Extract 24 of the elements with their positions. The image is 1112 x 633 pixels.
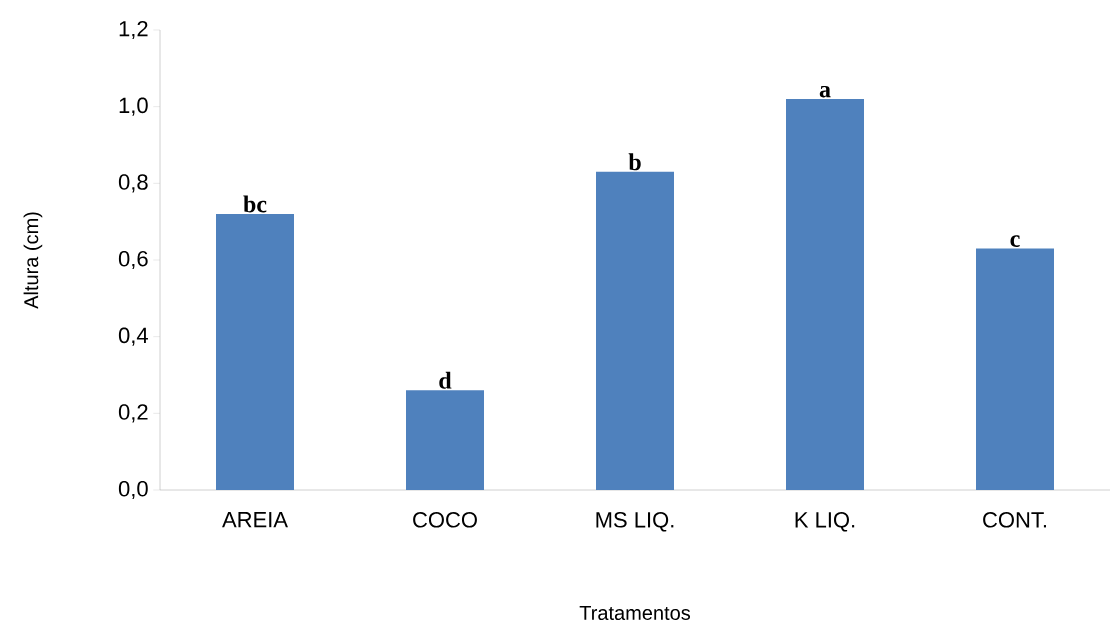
bar <box>976 248 1054 490</box>
x-tick-label: MS LIQ. <box>596 512 674 532</box>
y-tick-label: 0,0 <box>118 480 148 500</box>
y-axis-title: Altura (cm) <box>23 212 43 309</box>
y-tick-label: 0,4 <box>118 327 148 346</box>
bar <box>596 171 674 490</box>
x-axis-title: Tratamentos <box>579 606 691 620</box>
y-tick-label: 0,6 <box>118 250 148 270</box>
annotation: b <box>628 153 641 171</box>
bar <box>216 214 294 490</box>
annotation: bc <box>243 195 267 213</box>
y-tick-label: 1,0 <box>119 97 148 116</box>
x-tick-label: AREIA <box>222 512 288 528</box>
bar <box>406 390 484 490</box>
annotation: d <box>439 371 452 389</box>
x-tick-label: K LIQ. <box>795 512 855 532</box>
x-tick-label: COCO <box>413 512 477 528</box>
annotation: a <box>819 85 831 98</box>
bar <box>786 99 864 490</box>
annotation: c <box>1010 235 1020 247</box>
y-tick-label: 0,8 <box>118 174 148 193</box>
y-tick-label: 0,2 <box>118 404 148 423</box>
x-tick-label: CONT. <box>983 512 1047 528</box>
y-tick-label: 1,2 <box>119 20 148 40</box>
